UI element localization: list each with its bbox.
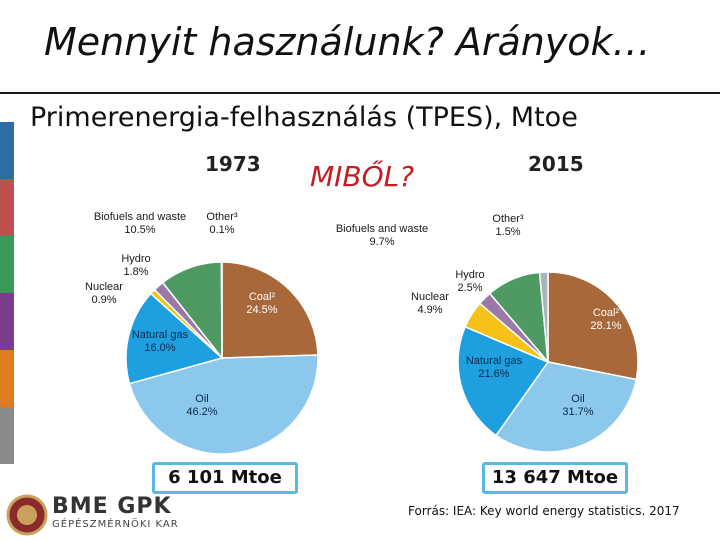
slice-value-1973-5: 10.5% (124, 224, 155, 236)
slice-name-1973-3: Nuclear (85, 281, 123, 293)
slice-name-2015-2: Natural gas (466, 355, 523, 367)
slice-value-2015-4: 2.5% (457, 282, 482, 294)
slice-name-1973-4: Hydro (121, 253, 150, 265)
total-2015: 13 647 Mtoe (482, 462, 628, 494)
pie-1973 (125, 261, 319, 455)
pie-slice-2015-1 (494, 361, 638, 453)
slice-name-2015-6: Other³ (492, 213, 524, 225)
slice-name-2015-3: Nuclear (411, 291, 449, 303)
slice-name-2015-1: Oil (571, 393, 584, 405)
pie-2015 (457, 271, 639, 453)
pie-slice-1973-1 (128, 354, 319, 455)
slice-name-1973-0: Coal² (249, 291, 276, 303)
total-1973: 6 101 Mtoe (152, 462, 298, 494)
chart-1973-title: 1973 (205, 152, 261, 176)
slice-value-1973-2: 16.0% (144, 342, 175, 354)
pie-slice-1973-0 (221, 261, 319, 359)
slice-value-2015-2: 21.6% (478, 368, 509, 380)
stripe-2 (0, 236, 14, 293)
slice-value-2015-5: 9.7% (369, 236, 394, 248)
slice-value-1973-3: 0.9% (91, 294, 116, 306)
slice-name-2015-5: Biofuels and waste (336, 223, 428, 235)
stripe-1 (0, 179, 14, 236)
slice-value-1973-6: 0.1% (209, 224, 234, 236)
slice-name-1973-1: Oil (195, 393, 208, 405)
bme-seal-logo (6, 494, 48, 540)
bme-gpk-logo: BME GPK GÉPÉSZMÉRNÖKI KAR (52, 494, 179, 530)
pie-slice-2015-2 (457, 325, 550, 437)
question-label: MIBŐL? (310, 160, 415, 193)
slice-name-1973-5: Biofuels and waste (94, 211, 186, 223)
pie-slice-1973-2 (125, 292, 224, 385)
stripe-0 (0, 122, 14, 179)
chart-2015-title: 2015 (528, 152, 584, 176)
slice-name-2015-0: Coal² (593, 307, 620, 319)
slice-value-1973-4: 1.8% (123, 266, 148, 278)
slice-value-2015-0: 28.1% (590, 320, 621, 332)
slice-value-2015-6: 1.5% (495, 226, 520, 238)
pie-slice-2015-6 (538, 271, 549, 363)
left-color-stripes (0, 122, 14, 464)
slice-value-2015-1: 31.7% (562, 406, 593, 418)
stripe-4 (0, 350, 14, 407)
pie-slice-2015-0 (547, 271, 639, 381)
stripe-5 (0, 407, 14, 464)
stripe-3 (0, 293, 14, 350)
slice-name-2015-4: Hydro (455, 269, 484, 281)
slice-name-1973-6: Other³ (206, 211, 238, 223)
source-note: Forrás: IEA: Key world energy statistics… (408, 504, 680, 518)
slice-value-1973-0: 24.5% (246, 304, 277, 316)
title-divider (0, 92, 720, 94)
slice-value-1973-1: 46.2% (186, 406, 217, 418)
slide-title: Mennyit használunk? Arányok… (44, 20, 651, 64)
slide-subtitle: Primerenergia-felhasználás (TPES), Mtoe (30, 102, 578, 133)
slice-name-1973-2: Natural gas (132, 329, 189, 341)
slice-value-2015-3: 4.9% (417, 304, 442, 316)
pie-slice-1973-6 (220, 261, 223, 359)
